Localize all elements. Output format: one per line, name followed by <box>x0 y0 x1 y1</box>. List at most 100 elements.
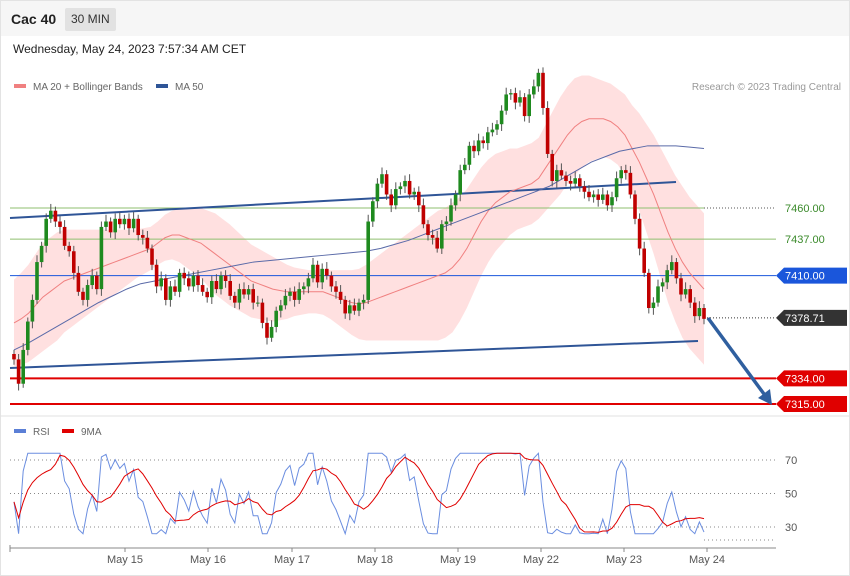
candle-body-150 <box>702 308 706 319</box>
candle-body-131 <box>614 178 619 198</box>
candle-body-103 <box>486 132 490 144</box>
forecast-arrow-shaft <box>706 316 766 396</box>
channel-trendlines <box>9 181 699 369</box>
candle-body-146 <box>683 289 688 295</box>
timeframe-button[interactable]: 30 MIN <box>65 8 116 31</box>
candle-body-82 <box>389 194 393 206</box>
candle-body-129 <box>605 194 610 206</box>
x-tick-label-7: May 24 <box>689 554 725 566</box>
candle-body-112 <box>527 94 531 117</box>
rsi-legend-label-0: RSI <box>33 427 50 438</box>
candle-body-142 <box>665 270 669 283</box>
candle-body-108 <box>509 93 513 95</box>
forecast-arrow-head <box>758 389 772 405</box>
candle-body-119 <box>559 170 564 176</box>
rsi-legend: RSI 9MA <box>14 427 102 438</box>
candle-body-8 <box>49 210 53 219</box>
candle-body-127 <box>596 194 600 200</box>
candle-body-6 <box>39 245 44 263</box>
candle-body-115 <box>541 72 545 108</box>
candle-body-67 <box>320 268 324 283</box>
candle-body-29 <box>145 237 150 249</box>
candle-body-78 <box>371 201 375 222</box>
candle-body-74 <box>352 305 357 311</box>
x-tick-label-6: May 23 <box>606 554 642 566</box>
lower-trendline <box>9 340 699 369</box>
candle-body-28 <box>141 235 145 238</box>
candle-body-10 <box>58 221 62 227</box>
candle-body-132 <box>619 170 623 179</box>
candle-body-22 <box>113 218 117 233</box>
candle-body-92 <box>435 237 439 249</box>
candle-body-85 <box>403 180 407 187</box>
candle-body-18 <box>95 275 99 290</box>
candle-body-68 <box>325 268 329 276</box>
candle-body-30 <box>150 248 154 265</box>
candle-body-21 <box>108 221 113 233</box>
candle-body-104 <box>490 129 495 133</box>
candle-body-125 <box>587 191 591 198</box>
candle-body-1 <box>16 359 21 384</box>
ma50-line <box>13 145 705 351</box>
candle-body-124 <box>582 186 587 192</box>
candle-body-57 <box>274 310 278 327</box>
candle-body-134 <box>628 172 633 195</box>
candle-body-75 <box>357 302 361 311</box>
candle-body-102 <box>481 140 485 144</box>
candle-body-37 <box>182 272 186 279</box>
level-tag-4 <box>776 370 847 387</box>
candle-body-135 <box>633 194 637 219</box>
candle-body-48 <box>233 295 237 303</box>
candle-body-69 <box>329 275 334 287</box>
candle-body-26 <box>131 218 136 229</box>
rsi-line <box>13 452 705 536</box>
candle-body-105 <box>495 124 499 130</box>
candle-body-91 <box>430 235 435 238</box>
candle-body-62 <box>297 289 301 300</box>
candle-body-27 <box>136 218 140 236</box>
candle-body-36 <box>177 272 182 292</box>
candle-body-147 <box>688 289 692 303</box>
legend-label-1: MA 50 <box>175 82 204 93</box>
candle-body-94 <box>444 221 449 225</box>
candle-body-20 <box>104 221 108 227</box>
candle-body-3 <box>26 321 30 350</box>
candle-body-51 <box>246 289 251 295</box>
candle-body-106 <box>499 110 504 125</box>
candle-body-86 <box>407 180 412 195</box>
candle-body-70 <box>334 286 338 292</box>
symbol-title: Cac 40 <box>11 11 57 27</box>
candle-body-111 <box>522 97 527 117</box>
chart-datetime: Wednesday, May 24, 2023 7:57:34 AM CET <box>13 42 247 56</box>
candle-body-38 <box>187 278 191 287</box>
candle-body-133 <box>624 170 628 173</box>
x-tick-label-3: May 18 <box>357 554 393 566</box>
candle-body-63 <box>302 286 306 290</box>
candle-body-139 <box>651 302 656 309</box>
candle-body-39 <box>191 275 196 287</box>
bollinger-band-area <box>14 75 704 367</box>
candle-body-46 <box>223 275 228 281</box>
rsi-ma-line <box>13 452 705 533</box>
rsi-legend-swatch-1 <box>62 429 74 433</box>
candle-body-60 <box>288 291 292 296</box>
candle-body-44 <box>214 280 219 290</box>
candle-body-66 <box>315 264 320 283</box>
candle-body-9 <box>53 210 58 222</box>
x-tick-label-2: May 17 <box>274 554 310 566</box>
level-tag-5 <box>776 396 847 412</box>
level-label-5: 7315.00 <box>785 399 825 411</box>
candle-body-24 <box>122 218 127 225</box>
x-tick-label-0: May 15 <box>107 554 143 566</box>
candle-body-98 <box>463 164 467 171</box>
legend-swatch-0 <box>14 84 26 88</box>
credit-text: Research © 2023 Trading Central <box>692 82 841 93</box>
candle-body-145 <box>679 278 683 295</box>
candle-body-55 <box>265 322 269 338</box>
candle-body-35 <box>173 286 177 292</box>
candle-body-144 <box>674 262 679 279</box>
level-label-4: 7334.00 <box>785 373 825 385</box>
candle-body-90 <box>426 224 430 236</box>
candle-body-128 <box>601 194 605 200</box>
